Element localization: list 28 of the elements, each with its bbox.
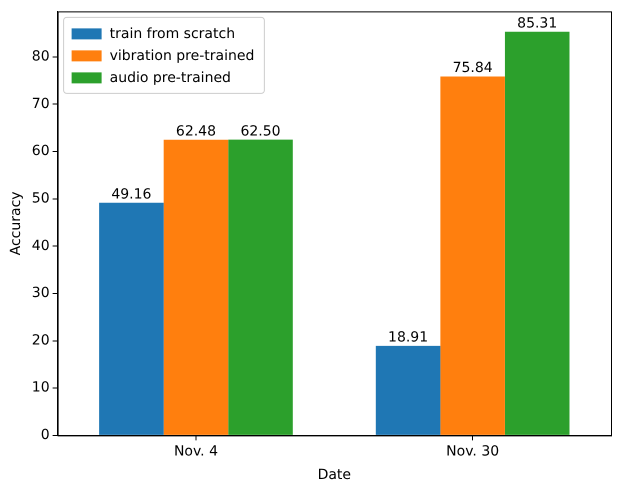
bar xyxy=(504,32,570,435)
text: 75.84 xyxy=(452,60,493,76)
bar xyxy=(164,140,228,435)
legend-label: train from scratch xyxy=(110,26,236,42)
x-tick-label: Nov. 4 xyxy=(174,443,218,460)
text: 85.31 xyxy=(517,15,558,32)
x-tick-label: Nov. 30 xyxy=(446,443,500,460)
y-tick-label: 20 xyxy=(32,332,50,348)
x-axis-title: Date xyxy=(318,467,352,484)
bar xyxy=(228,140,293,435)
y-tick-label: 0 xyxy=(40,427,50,444)
legend-label: vibration pre-trained xyxy=(110,48,254,64)
y-tick-label: 60 xyxy=(32,143,50,160)
y-tick-label: 50 xyxy=(32,190,50,206)
y-axis-title: Accuracy xyxy=(8,191,24,256)
y-tick-label: 70 xyxy=(32,96,50,112)
bar xyxy=(440,76,505,435)
y-tick-label: 80 xyxy=(32,48,50,64)
text: 49.16 xyxy=(111,186,152,202)
y-tick-label: 40 xyxy=(32,238,50,254)
text: 62.48 xyxy=(176,123,216,140)
legend-label: audio pre-trained xyxy=(110,70,231,86)
text: 62.50 xyxy=(240,123,281,140)
y-tick-label: 30 xyxy=(32,285,50,302)
y-tick-label: 10 xyxy=(32,380,50,396)
bar xyxy=(376,346,440,435)
text: 18.91 xyxy=(388,330,428,346)
bar xyxy=(99,202,164,435)
